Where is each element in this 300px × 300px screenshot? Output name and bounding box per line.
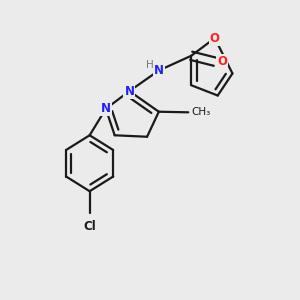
Text: Cl: Cl [83,220,96,233]
Text: N: N [154,64,164,77]
Text: O: O [217,55,227,68]
Text: N: N [101,102,111,115]
Text: O: O [210,32,220,45]
Text: H: H [146,60,154,70]
Text: N: N [124,85,134,98]
Text: CH₃: CH₃ [192,107,211,117]
